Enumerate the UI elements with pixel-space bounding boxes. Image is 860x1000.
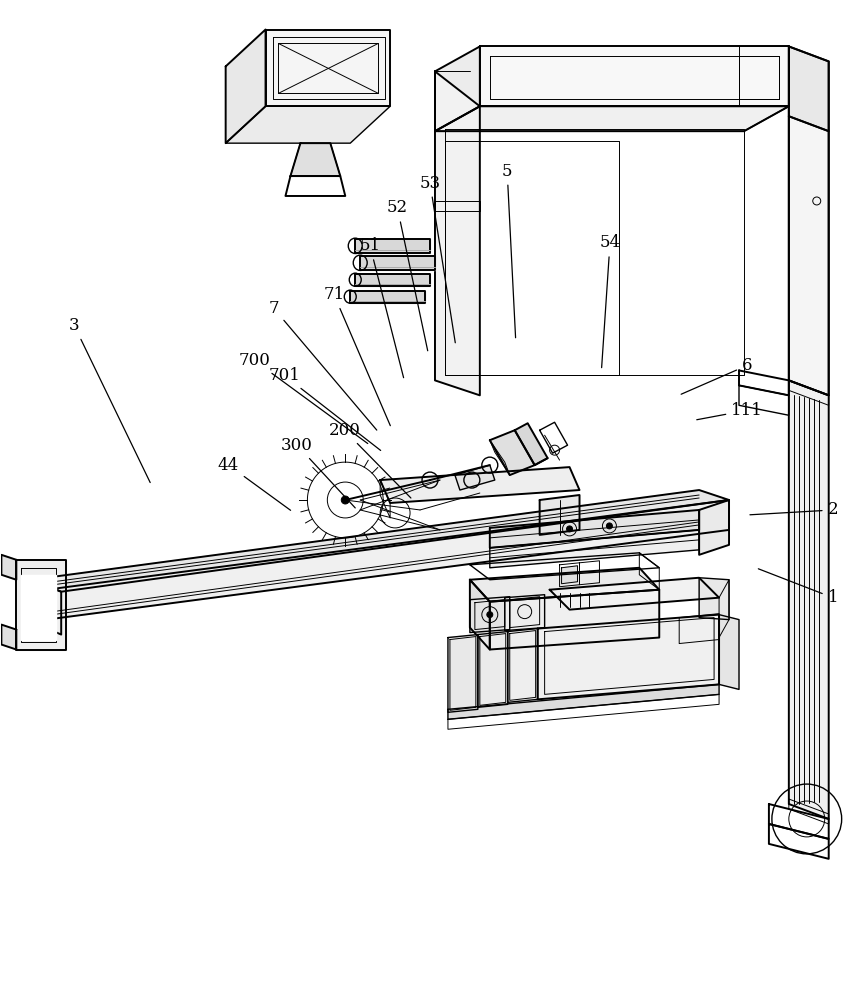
Polygon shape [480, 46, 789, 106]
Polygon shape [490, 430, 535, 475]
Polygon shape [538, 615, 719, 699]
Text: 71: 71 [323, 286, 390, 426]
Circle shape [567, 526, 573, 532]
Circle shape [606, 523, 612, 529]
Text: 111: 111 [697, 402, 763, 420]
Polygon shape [490, 530, 699, 568]
Text: 52: 52 [387, 199, 427, 351]
Text: 701: 701 [268, 367, 381, 450]
Polygon shape [2, 555, 16, 580]
Text: 3: 3 [69, 317, 150, 483]
Polygon shape [448, 635, 478, 712]
Text: 44: 44 [218, 457, 291, 510]
Polygon shape [490, 510, 699, 548]
Polygon shape [679, 614, 719, 644]
Polygon shape [22, 575, 56, 640]
Polygon shape [380, 467, 580, 503]
Polygon shape [355, 274, 430, 286]
Polygon shape [360, 256, 435, 270]
Text: 6: 6 [681, 357, 752, 394]
Text: 1: 1 [759, 569, 838, 606]
Polygon shape [490, 590, 660, 650]
Circle shape [487, 612, 493, 618]
Polygon shape [507, 629, 538, 702]
Polygon shape [789, 46, 829, 395]
Text: 7: 7 [268, 300, 377, 430]
Text: 200: 200 [329, 422, 411, 498]
Polygon shape [291, 143, 341, 176]
Polygon shape [470, 568, 660, 602]
Circle shape [341, 496, 349, 504]
Polygon shape [448, 684, 719, 719]
Polygon shape [789, 46, 829, 131]
Polygon shape [31, 580, 61, 635]
Polygon shape [699, 578, 729, 620]
Polygon shape [478, 632, 507, 707]
Text: 54: 54 [599, 234, 621, 368]
Text: 53: 53 [420, 175, 455, 343]
Text: 5: 5 [502, 163, 516, 338]
Polygon shape [31, 500, 729, 622]
Polygon shape [699, 500, 729, 555]
Polygon shape [435, 106, 789, 131]
Polygon shape [719, 615, 739, 689]
Text: 300: 300 [281, 437, 355, 508]
Polygon shape [455, 465, 494, 490]
Polygon shape [505, 595, 544, 631]
Polygon shape [266, 30, 390, 106]
Polygon shape [225, 30, 266, 143]
Polygon shape [539, 495, 580, 535]
Polygon shape [435, 71, 480, 395]
Text: 2: 2 [750, 501, 838, 518]
Polygon shape [562, 566, 578, 584]
Polygon shape [355, 239, 430, 253]
Text: 51: 51 [359, 237, 403, 378]
Polygon shape [550, 578, 719, 610]
Polygon shape [350, 291, 425, 303]
Polygon shape [2, 625, 16, 650]
Polygon shape [16, 560, 66, 650]
Text: 700: 700 [238, 352, 368, 444]
Polygon shape [515, 423, 548, 465]
Polygon shape [470, 597, 510, 633]
Polygon shape [31, 490, 729, 592]
Polygon shape [225, 106, 390, 143]
Polygon shape [789, 380, 829, 819]
Polygon shape [435, 46, 480, 131]
Polygon shape [470, 580, 490, 650]
